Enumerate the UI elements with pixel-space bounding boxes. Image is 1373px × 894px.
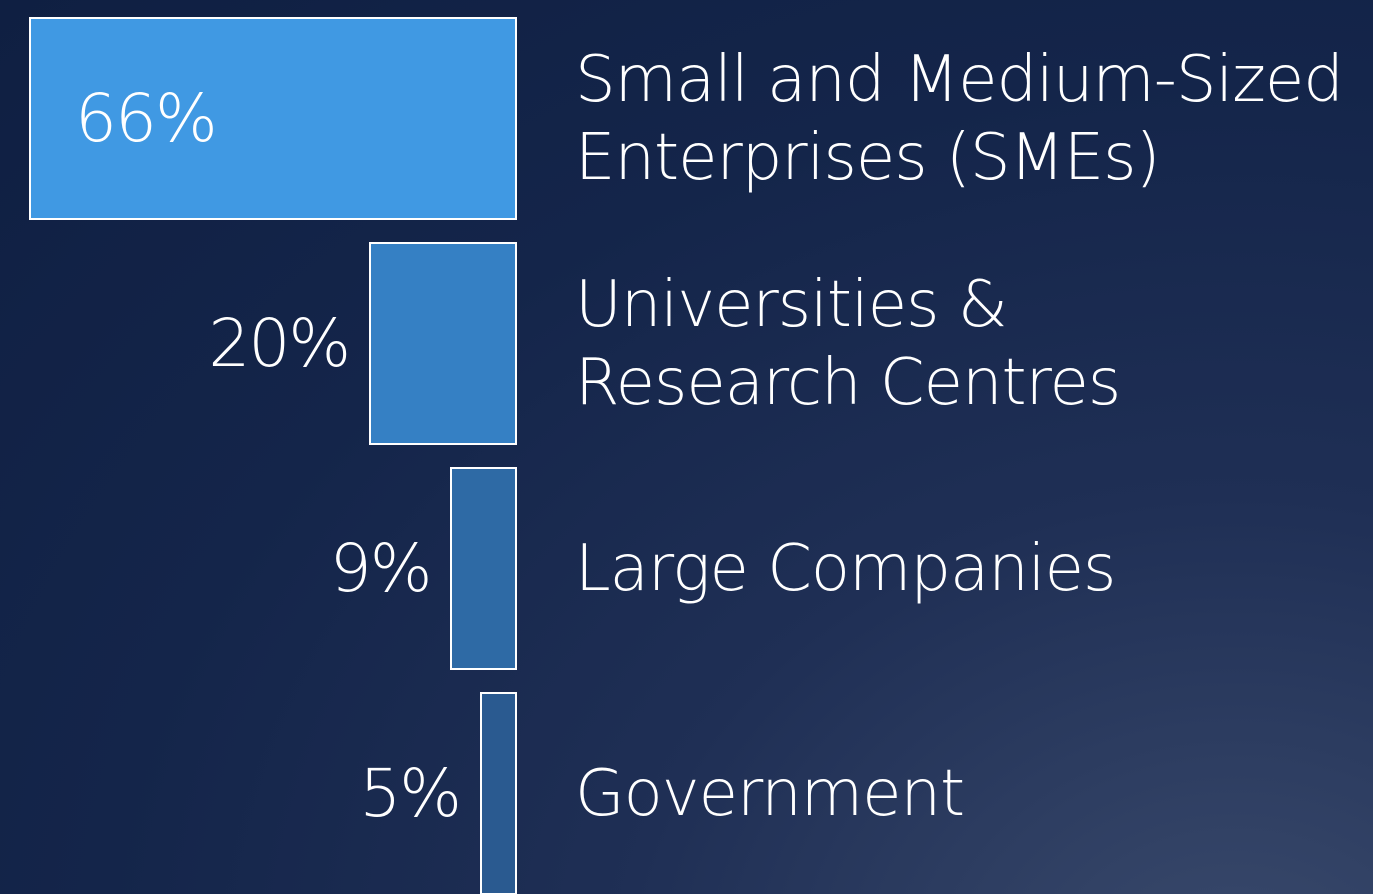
- bar: [369, 242, 517, 445]
- category-label: Government: [575, 756, 965, 831]
- bar: [480, 692, 517, 894]
- value-label: 9%: [329, 529, 433, 607]
- category-label: Universities & Research Centres: [575, 267, 1121, 420]
- bar: [29, 17, 517, 220]
- bar: [450, 467, 517, 670]
- value-label: 5%: [359, 754, 462, 832]
- category-label: Large Companies: [575, 531, 1116, 606]
- value-label: 66%: [75, 79, 218, 157]
- value-label: 20%: [208, 304, 351, 382]
- category-label: Small and Medium-Sized Enterprises (SMEs…: [575, 42, 1344, 195]
